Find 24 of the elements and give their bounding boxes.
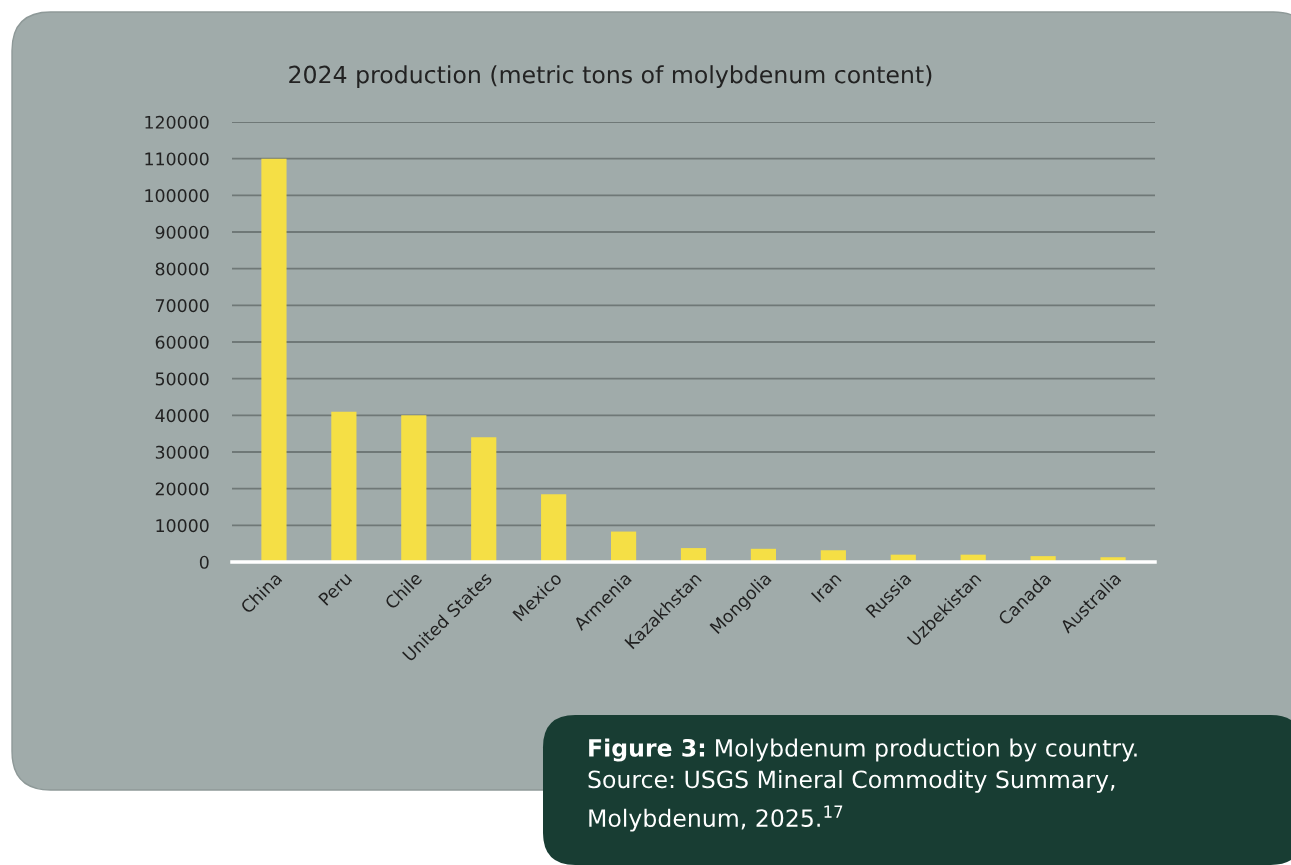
- y-tick-label: 120000: [145, 115, 209, 129]
- bar: [610, 531, 637, 562]
- bar: [331, 411, 357, 562]
- caption: Figure 3:: [589, 738, 705, 762]
- y-tick-label: 60000: [155, 335, 209, 349]
- source-note: Source: USGS Mineral Commodity Summary, Molybdenum, 2025.$^{17}$: [588, 770, 1115, 832]
- y-tick-label: 20000: [155, 482, 209, 496]
- bar: [401, 415, 427, 562]
- bar: [541, 494, 567, 562]
- y-tick-label: 100000: [145, 189, 209, 203]
- x-tick-label: Iran: [810, 571, 842, 603]
- y-tick-label: 110000: [145, 152, 209, 166]
- y-tick-label: 50000: [155, 372, 209, 386]
- y-tick-label: 0: [199, 555, 209, 569]
- chart-title: 2024 production (metric tons of molybdenum content): [289, 65, 932, 89]
- bar: [471, 437, 497, 562]
- y-tick-label: 30000: [155, 445, 209, 459]
- y-tick-label: 90000: [155, 225, 209, 239]
- y-tick-label: 70000: [155, 299, 209, 313]
- y-tick-label: 10000: [156, 519, 209, 533]
- text: Molybdenum production by country.: [716, 738, 1137, 762]
- y-tick-label: 80000: [155, 262, 209, 276]
- y-tick-label: 40000: [155, 409, 209, 423]
- bar: [261, 158, 287, 562]
